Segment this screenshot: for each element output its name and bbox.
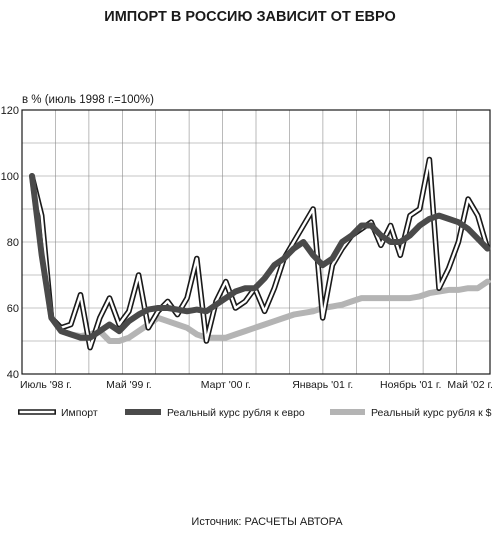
y-tick-label: 120 [1, 105, 19, 117]
x-tick-label: Май '99 г. [106, 379, 152, 391]
y-tick-labels: 40 60 80 100 120 [1, 105, 19, 381]
legend-item-import: Импорт [18, 407, 98, 419]
x-tick-label: Июль '98 г. [20, 379, 72, 391]
legend-label-import: Импорт [61, 407, 98, 419]
chart-title: ИМПОРТ В РОССИЮ ЗАВИСИТ ОТ ЕВРО [104, 9, 395, 25]
legend-item-usd: Реальный курс рубля к $ [330, 407, 492, 419]
series-line-usd [29, 173, 491, 344]
plot-frame [21, 109, 491, 375]
x-tick-label: Март '00 г. [201, 379, 251, 391]
y-tick-label: 100 [1, 171, 19, 183]
legend-label-euro: Реальный курс рубля к евро [167, 407, 305, 419]
x-tick-label: Январь '01 г. [292, 379, 353, 391]
y-axis-label: в % (июль 1998 г.=100%) [22, 94, 154, 106]
x-tick-label: Ноябрь '01 г. [380, 379, 441, 391]
x-tick-labels: Июль '98 г. Май '99 г. Март '00 г. Январь '… [20, 379, 493, 391]
legend-item-euro: Реальный курс рубля к евро [125, 407, 305, 419]
series-line-import [30, 158, 489, 349]
series-line-euro [29, 173, 491, 341]
series-layer [29, 156, 491, 351]
legend: Импорт Реальный курс рубля к евро Реальн… [18, 407, 492, 419]
legend-label-usd: Реальный курс рубля к $ [371, 407, 492, 419]
source-note: Источник: РАСЧЕТЫ АВТОРА [191, 516, 343, 528]
y-tick-label: 40 [7, 369, 19, 381]
y-tick-label: 60 [7, 303, 19, 315]
x-tick-label: Май '02 г. [447, 379, 493, 391]
y-tick-label: 80 [7, 237, 19, 249]
